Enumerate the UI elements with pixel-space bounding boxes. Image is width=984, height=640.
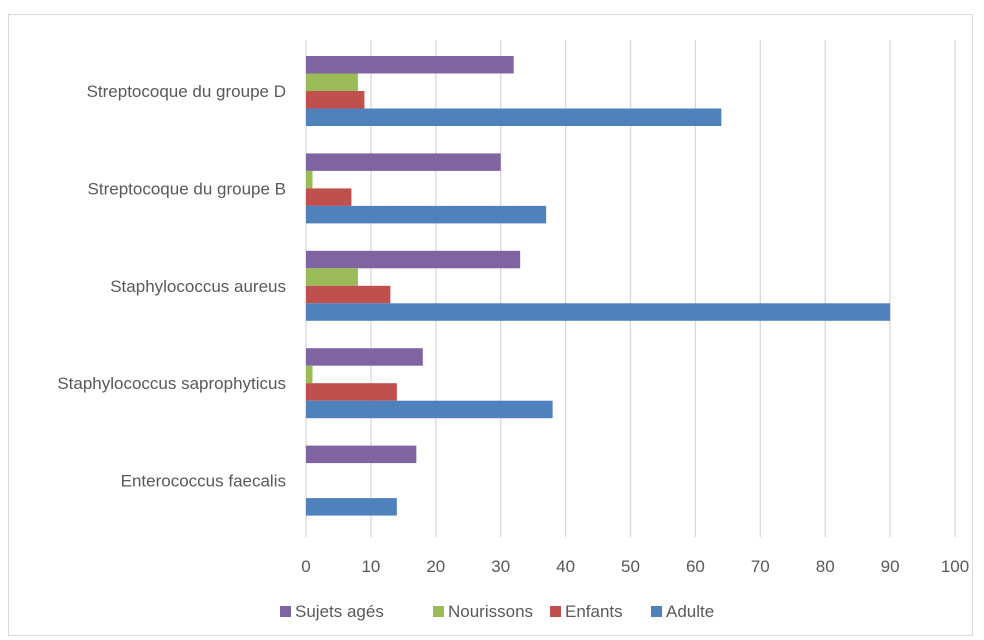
legend-label: Adulte [666,602,714,621]
x-tick-label: 50 [621,557,640,576]
x-tick-label: 70 [751,557,770,576]
bar [306,188,352,206]
x-tick-label: 10 [361,557,380,576]
bar [306,400,553,419]
bar [306,153,501,171]
bar [306,56,514,74]
bar [306,268,358,286]
x-tick-label: 60 [686,557,705,576]
x-axis-tick-labels: 0 10 20 30 40 50 60 70 80 90 100 [301,557,969,576]
legend: Sujets agés Nourissons Enfants Adulte [280,602,714,621]
bar [306,108,722,126]
bar [306,73,358,91]
x-tick-label: 0 [301,557,310,576]
bar [306,285,391,304]
bars [306,56,891,516]
bar [306,383,397,401]
category-label: Enterococcus faecalis [121,472,286,491]
bar [306,170,313,189]
bar [306,91,365,109]
category-label: Streptocoque du groupe B [88,179,286,198]
legend-label: Nourissons [448,602,533,621]
legend-label: Enfants [565,602,623,621]
legend-label: Sujets agés [295,602,384,621]
category-label: Staphylococcus aureus [110,277,286,296]
x-tick-label: 40 [556,557,575,576]
x-tick-label: 100 [941,557,969,576]
legend-swatch [433,606,444,617]
category-labels: Streptocoque du groupe D Streptocoque du … [57,82,286,491]
bar [306,205,547,224]
bar [306,445,417,464]
category-label: Staphylococcus saprophyticus [57,374,286,393]
x-tick-label: 30 [491,557,510,576]
legend-swatch [550,606,561,617]
x-tick-label: 20 [426,557,445,576]
bar [306,365,313,384]
legend-swatch [651,606,662,617]
x-tick-label: 80 [816,557,835,576]
bar [306,348,423,366]
x-tick-label: 90 [881,557,900,576]
category-label: Streptocoque du groupe D [87,82,286,101]
bar [306,498,397,516]
bar [306,303,891,321]
bar [306,250,521,269]
legend-swatch [280,606,291,617]
